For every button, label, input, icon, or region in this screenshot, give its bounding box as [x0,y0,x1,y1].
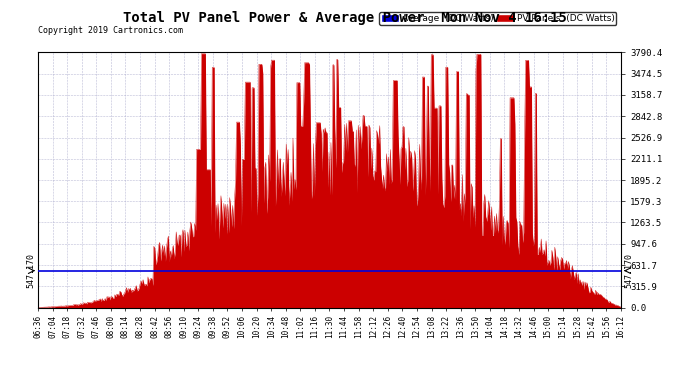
Text: Copyright 2019 Cartronics.com: Copyright 2019 Cartronics.com [38,26,183,35]
Text: 547.170: 547.170 [624,253,633,288]
Legend: Average  (DC Watts), PV Panels  (DC Watts): Average (DC Watts), PV Panels (DC Watts) [379,12,616,25]
Text: 547.170: 547.170 [26,253,35,288]
Text: Total PV Panel Power & Average Power  Mon Nov 4 16:15: Total PV Panel Power & Average Power Mon… [123,11,567,25]
